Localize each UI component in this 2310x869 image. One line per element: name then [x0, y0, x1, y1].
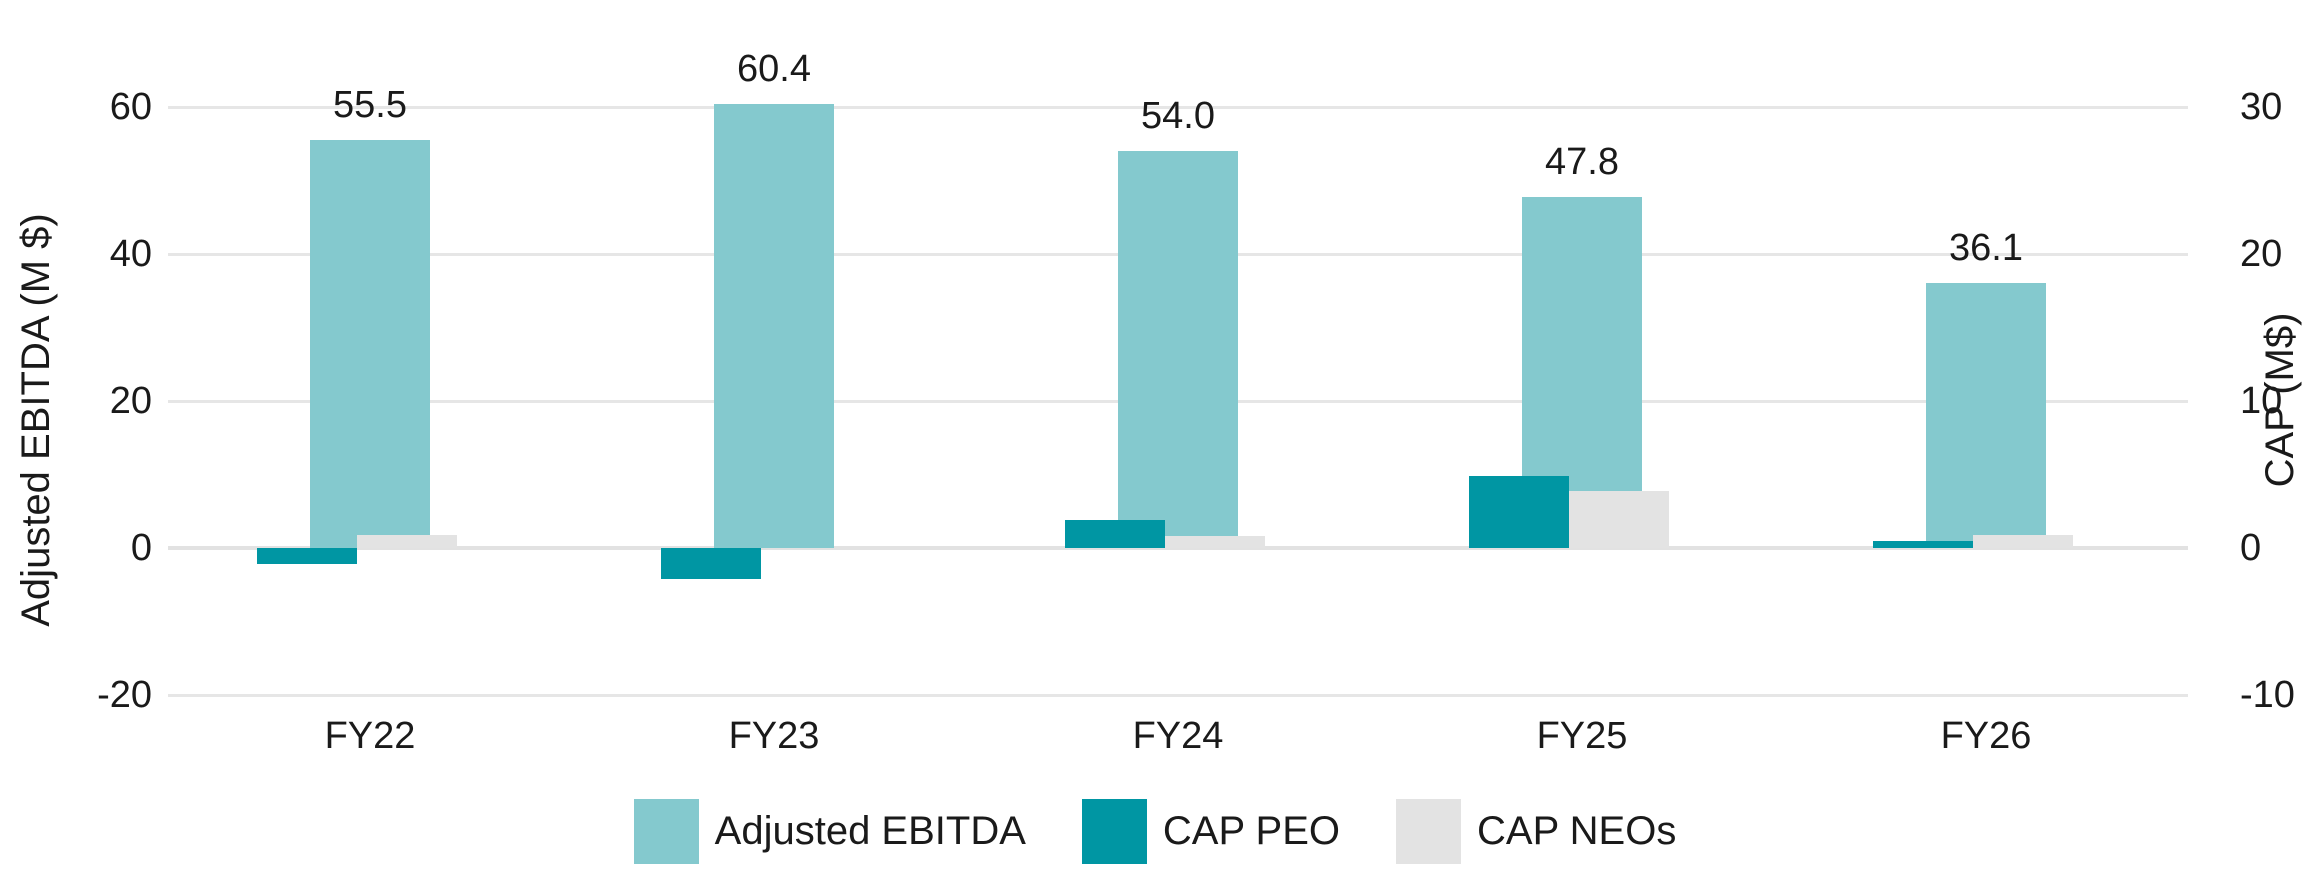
bar-cap-neos-fy24 — [1165, 536, 1265, 548]
gridline — [168, 694, 2188, 697]
x-axis-tick-label: FY25 — [1536, 715, 1628, 757]
legend-label: CAP NEOs — [1477, 809, 1677, 853]
x-axis-tick-label: FY23 — [728, 715, 820, 757]
gridline — [168, 546, 2188, 550]
ebitda-value-label: 55.5 — [333, 84, 407, 127]
legend-label: CAP PEO — [1162, 809, 1341, 853]
x-axis-tick-label: FY26 — [1940, 715, 2032, 757]
bar-adjusted-ebitda-fy22 — [310, 140, 430, 548]
y-axis-right-tick-label: 10 — [2240, 380, 2283, 422]
bar-cap-peo-fy22 — [257, 548, 357, 565]
ebitda-value-label: 47.8 — [1545, 140, 1619, 183]
legend-item: CAP PEO — [1081, 798, 1341, 864]
y-axis-left-tick-label: 20 — [109, 380, 152, 422]
ebitda-value-label: 54.0 — [1141, 95, 1215, 138]
y-axis-left-tick-label: -20 — [97, 674, 152, 716]
legend-swatch — [1396, 798, 1462, 864]
y-axis-right-tick-label: 20 — [2240, 233, 2283, 275]
legend-item: Adjusted EBITDA — [633, 798, 1026, 864]
bar-cap-neos-fy26 — [1973, 534, 2073, 548]
legend: Adjusted EBITDA CAP PEO CAP NEOs — [0, 795, 2310, 867]
x-axis-tick-label: FY24 — [1132, 715, 1224, 757]
bar-cap-peo-fy25 — [1469, 475, 1569, 548]
bar-cap-peo-fy24 — [1065, 520, 1165, 548]
ebitda-value-label: 60.4 — [737, 48, 811, 91]
bar-cap-peo-fy26 — [1873, 540, 1973, 548]
y-axis-left-tick-label: 60 — [109, 86, 152, 128]
y-axis-left-tick-label: 40 — [109, 233, 152, 275]
bar-cap-neos-fy22 — [357, 534, 457, 548]
x-axis-tick-label: FY22 — [324, 715, 416, 757]
y-axis-right-tick-label: -10 — [2240, 674, 2295, 716]
y-axis-right-tick-label: 0 — [2240, 527, 2262, 569]
y-axis-right-tick-label: 30 — [2240, 86, 2283, 128]
bar-adjusted-ebitda-fy23 — [714, 104, 834, 548]
legend-swatch — [633, 798, 699, 864]
bar-cap-peo-fy23 — [661, 548, 761, 579]
legend-item: CAP NEOs — [1396, 798, 1677, 864]
y-axis-left-tick-label: 0 — [130, 527, 152, 569]
bar-adjusted-ebitda-fy24 — [1118, 151, 1238, 548]
gridline — [168, 106, 2188, 109]
legend-label: Adjusted EBITDA — [714, 809, 1026, 853]
legend-swatch — [1081, 798, 1147, 864]
bar-cap-neos-fy25 — [1569, 490, 1669, 548]
ebitda-value-label: 36.1 — [1949, 226, 2023, 269]
bar-adjusted-ebitda-fy26 — [1926, 282, 2046, 548]
